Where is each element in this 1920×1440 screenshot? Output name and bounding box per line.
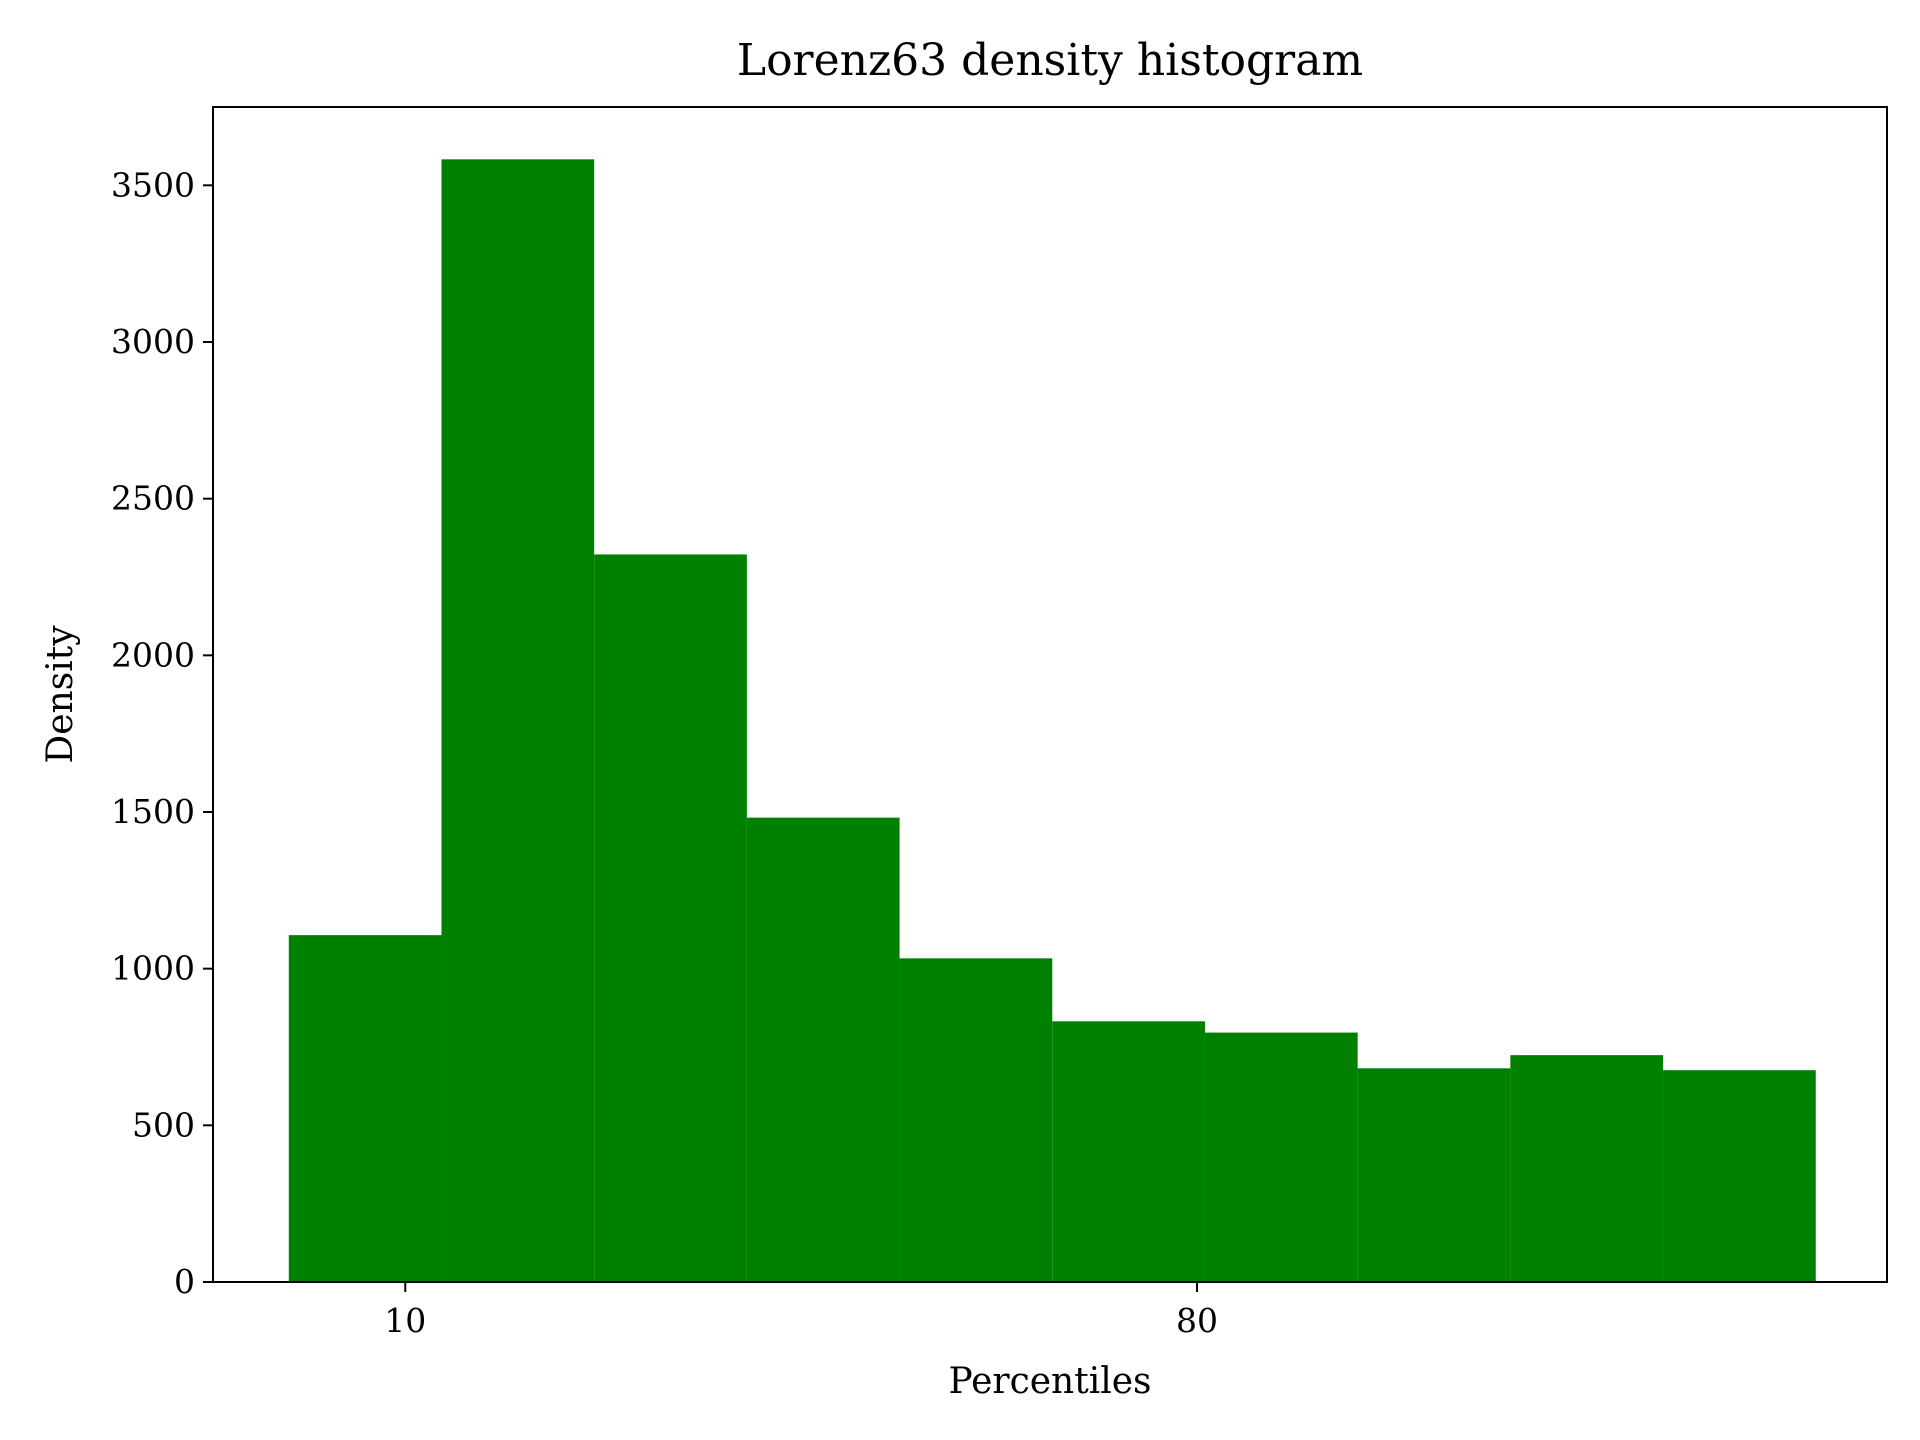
y-tick-label: 2500	[111, 479, 195, 518]
y-tick-label: 1500	[111, 792, 195, 831]
histogram-bar	[288, 935, 442, 1282]
histogram-bar	[1663, 1070, 1816, 1282]
histogram-bar	[1204, 1032, 1358, 1282]
y-axis-label: Density	[40, 625, 81, 764]
y-tick-label: 2000	[111, 635, 195, 674]
y-tick-label: 0	[174, 1262, 195, 1301]
histogram-bar	[1510, 1055, 1664, 1282]
histogram-bar	[746, 817, 900, 1282]
y-axis-ticks: 0 500 1000 1500 2000 2500 3000 3500	[111, 165, 213, 1301]
chart-title: Lorenz63 density histogram	[737, 35, 1363, 86]
x-axis-label: Percentiles	[948, 1361, 1151, 1402]
x-axis-ticks: 10 80	[384, 1282, 1218, 1340]
y-tick-label: 500	[132, 1105, 195, 1144]
x-tick-label: 10	[384, 1301, 426, 1340]
histogram-bar	[441, 159, 595, 1282]
histogram-bar	[1052, 1021, 1205, 1282]
histogram-bar	[899, 958, 1053, 1282]
histogram-bar	[1357, 1068, 1511, 1282]
plot-frame	[212, 106, 1888, 1283]
x-tick-label: 80	[1176, 1301, 1218, 1340]
y-tick-label: 3000	[111, 322, 195, 361]
histogram-bars	[288, 159, 1816, 1282]
y-tick-label: 3500	[111, 165, 195, 204]
y-tick-label: 1000	[111, 949, 195, 988]
histogram-bar	[594, 554, 747, 1282]
